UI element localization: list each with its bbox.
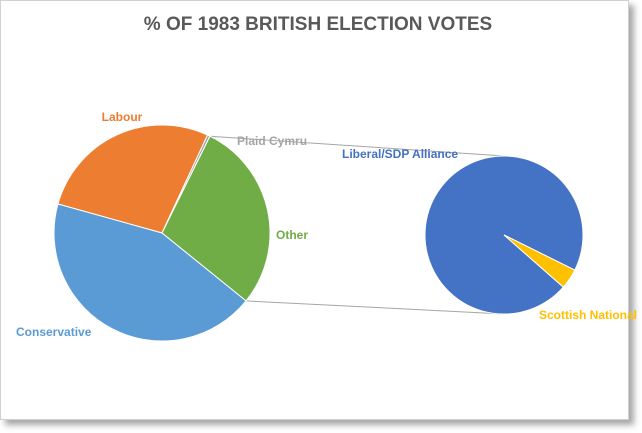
data-label-scottish-national: Scottish National — [539, 308, 637, 322]
connector-lines — [209, 135, 505, 315]
pie-slice-other — [161, 135, 271, 302]
data-label-other: Other — [276, 228, 308, 242]
chart-title: % OF 1983 BRITISH ELECTION VOTES — [144, 14, 492, 35]
pie-slice-scottish-national — [503, 234, 576, 288]
pie-slice-conservative — [53, 203, 247, 342]
data-label-conservative: Conservative — [16, 325, 92, 339]
data-label-labour: Labour — [102, 110, 143, 124]
data-labels: Labour Plaid Cymru Other Conservative Libera… — [16, 110, 637, 339]
main-pie — [53, 124, 271, 342]
secondary-pie — [424, 155, 584, 315]
data-label-plaid-cymru: Plaid Cymru — [237, 134, 307, 148]
data-label-liberal-sdp-alliance: Liberal/SDP Alliance — [342, 147, 458, 161]
connector-line-top — [209, 135, 505, 157]
connector-line-bottom — [245, 300, 505, 315]
pie-slice-labour — [57, 124, 209, 234]
